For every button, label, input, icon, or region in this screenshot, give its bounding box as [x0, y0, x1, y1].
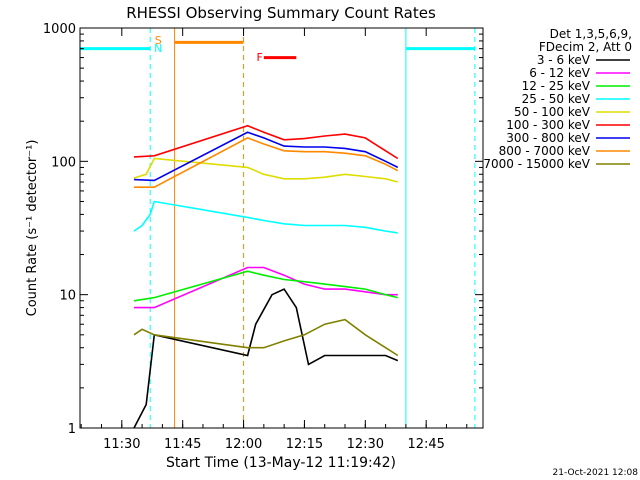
series-line	[133, 124, 399, 160]
x-tick-label: 11:30	[103, 437, 140, 452]
series-line	[134, 137, 399, 188]
x-axis-label: Start Time (13-May-12 11:19:42)	[166, 455, 396, 471]
plot-frame	[79, 27, 484, 429]
series-line	[133, 131, 399, 182]
x-tick-label: 11:45	[164, 437, 201, 452]
x-tick-label: 12:45	[407, 437, 444, 452]
legend-header-line-2: FDecim 2, Att 0	[539, 40, 632, 54]
legend: Det 1,3,5,6,9, FDecim 2, Att 0 3 - 6 keV…	[483, 27, 632, 171]
y-tick-label: 1	[68, 422, 76, 437]
x-tick-label: 12:00	[225, 437, 262, 452]
series-line	[133, 200, 398, 234]
series-line	[133, 270, 398, 302]
generation-timestamp: 21-Oct-2021 12:08	[553, 468, 639, 478]
series-line	[133, 288, 399, 429]
marker-n: N	[154, 42, 162, 55]
x-axis: 11:30 11:45 12:00 12:15 12:30 12:45	[80, 28, 468, 452]
legend-entry-label: 12 - 25 keV	[522, 79, 591, 93]
y-tick-label: 100	[51, 155, 76, 170]
series-line	[133, 157, 399, 183]
legend-entry-label: 25 - 50 keV	[522, 92, 591, 106]
series-line	[134, 266, 398, 309]
x-tick-label: 12:15	[286, 437, 323, 452]
legend-entry-label: 300 - 800 keV	[506, 131, 590, 145]
x-tick-label: 12:30	[347, 437, 384, 452]
legend-entry-label: 3 - 6 keV	[537, 53, 591, 67]
chart-title: RHESSI Observing Summary Count Rates	[126, 4, 436, 22]
legend-header-line-1: Det 1,3,5,6,9,	[550, 27, 632, 41]
y-tick-label: 10	[59, 289, 76, 304]
marker-f: F	[257, 51, 263, 64]
series-line	[133, 318, 399, 357]
legend-entry-label: 100 - 300 keV	[506, 118, 590, 132]
y-axis-label: Count Rate (s⁻¹ detector⁻¹)	[25, 140, 40, 317]
y-axis: 1 10 100 1000	[43, 22, 483, 437]
legend-entry-label: 6 - 12 keV	[529, 66, 591, 80]
marker-s: S	[155, 34, 162, 47]
legend-entry-label: 800 - 7000 keV	[499, 144, 591, 158]
legend-entry-label: 7000 - 15000 keV	[483, 157, 590, 171]
plot-area: SN F	[79, 28, 476, 429]
legend-entry-label: 50 - 100 keV	[514, 105, 591, 119]
y-tick-label: 1000	[43, 22, 76, 37]
